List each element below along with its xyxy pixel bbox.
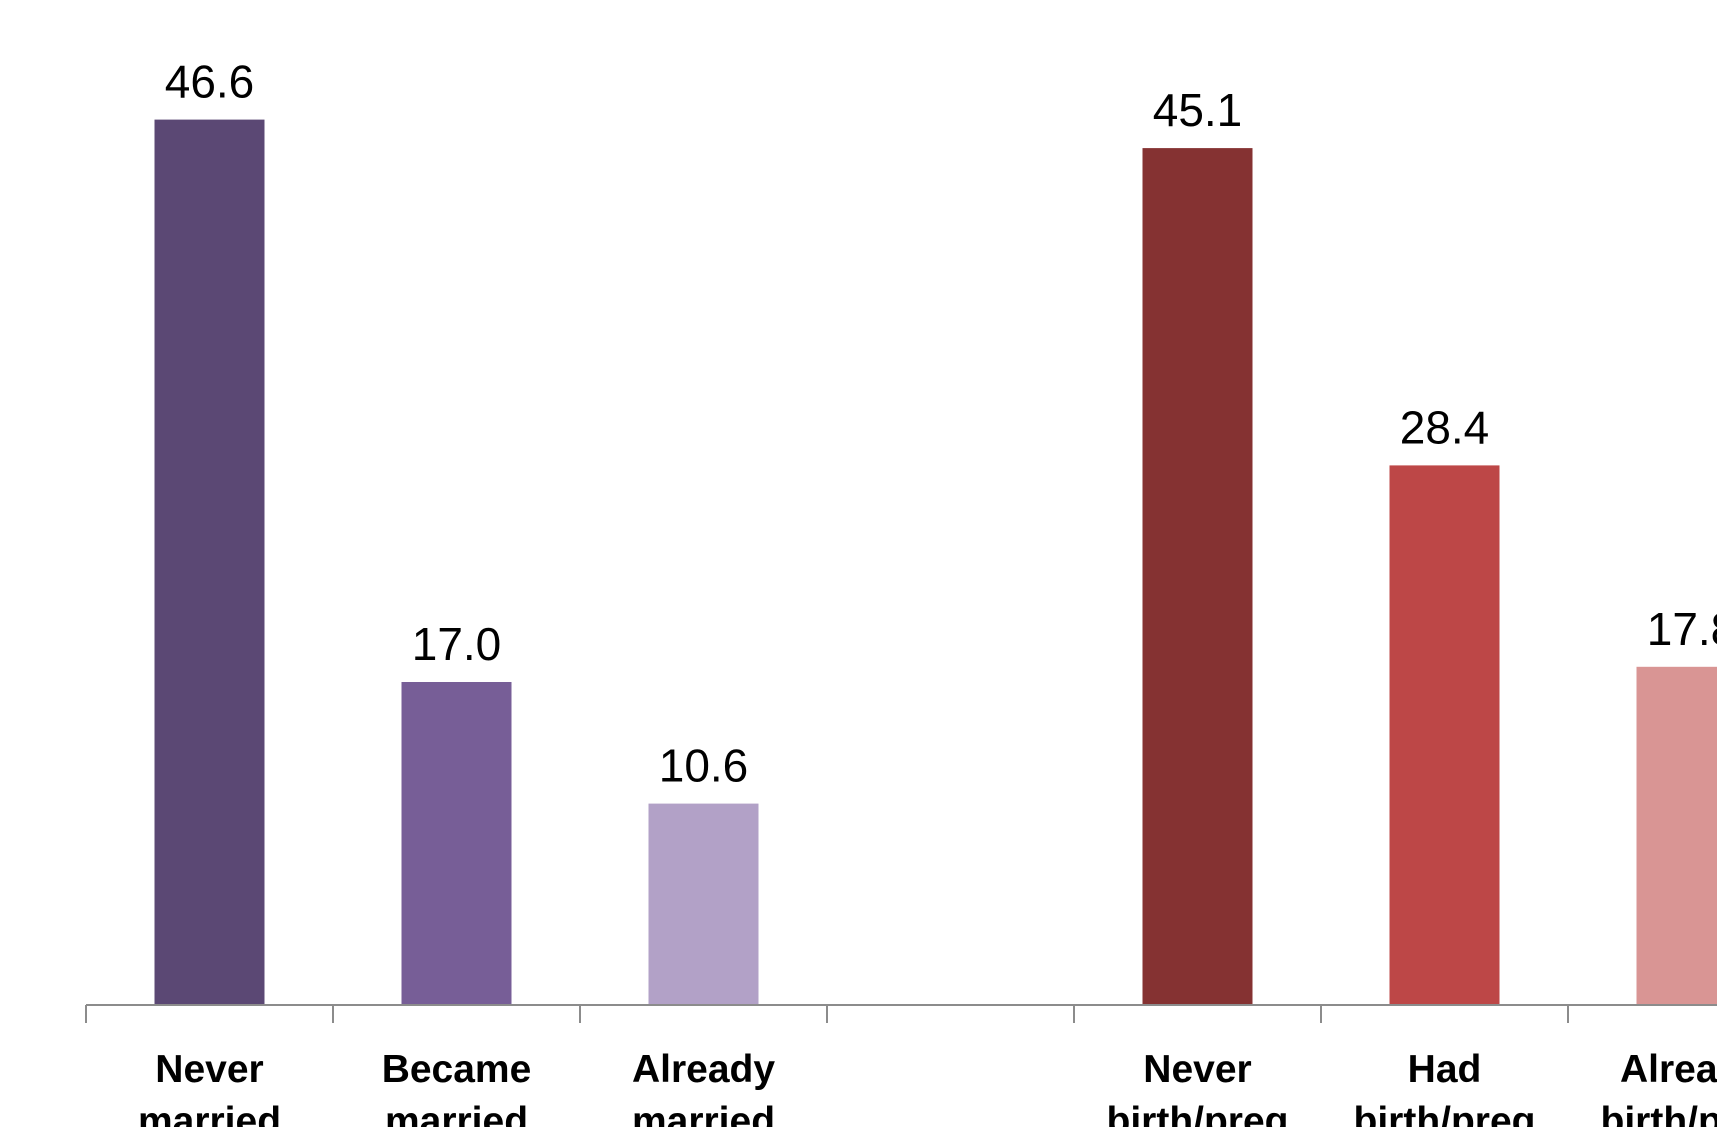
category-label: Already [1620,1048,1717,1091]
data-label: 46.6 [165,56,255,108]
category-labels-layer: Never married Became married Already married N… [138,1048,1717,1127]
bar [1142,148,1253,1006]
category-label: birth/preg [1601,1100,1717,1127]
bars-layer [154,119,1717,1006]
data-label: 17.8 [1647,603,1717,655]
bar [401,682,512,1005]
data-label: 17.0 [412,618,502,670]
bar [154,119,265,1006]
category-label: birth/preg [1107,1100,1289,1127]
data-label: 10.6 [659,740,749,792]
data-label: 45.1 [1153,84,1243,136]
category-label: Never [1143,1048,1251,1091]
category-label: Had [1408,1048,1482,1091]
category-label: birth/preg [1354,1100,1536,1127]
category-label: married [632,1100,775,1127]
category-label: married [138,1100,281,1127]
category-label: married [385,1100,528,1127]
data-labels-layer: 46.6 17.0 10.6 45.1 28.4 17.8 [165,56,1717,792]
category-label: Never [155,1048,263,1091]
category-label: Became [382,1048,532,1091]
bar [1636,666,1717,1005]
x-axis [85,1004,1717,1023]
category-label: Already [632,1048,775,1091]
data-label: 28.4 [1400,401,1490,453]
bar [648,803,759,1005]
bar [1389,465,1500,1005]
